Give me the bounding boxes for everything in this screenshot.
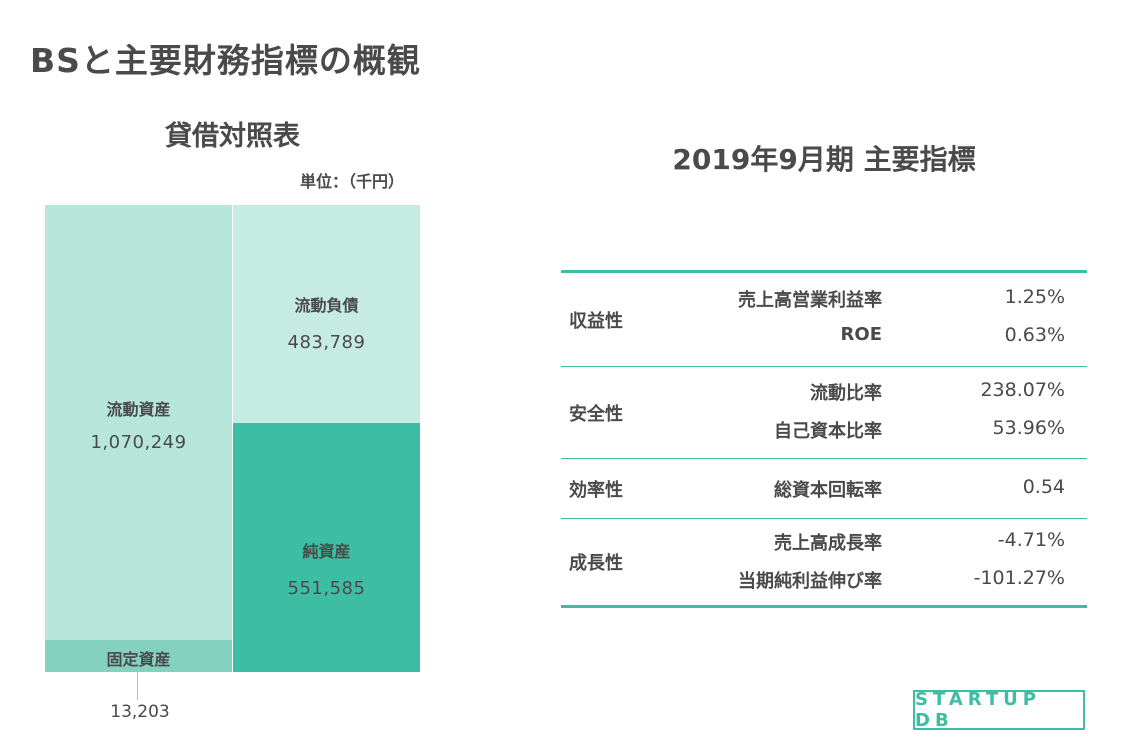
kpi-value: -4.71% [997, 528, 1065, 551]
net-assets-value: 551,585 [287, 577, 366, 599]
page-title: BSと主要財務指標の概観 [30, 41, 421, 80]
current-liabilities-label: 流動負債 [294, 296, 359, 316]
kpi-row: ROE 0.63% [561, 324, 1087, 354]
kpi-name: 自己資本比率 [774, 421, 882, 442]
kpi-name: ROE [840, 323, 882, 345]
net-assets-label: 純資産 [302, 541, 351, 561]
kpi-category: 成長性 [569, 553, 623, 574]
current-assets-value: 1,070,249 [90, 432, 187, 454]
kpi-row: 当期純利益伸び率 -101.27% [561, 567, 1087, 597]
kpi-name: 流動比率 [810, 383, 882, 404]
kpi-name: 売上高成長率 [774, 532, 882, 554]
kpi-value: 0.63% [1004, 323, 1065, 346]
block-current-liabilities: 流動負債 483,789 [233, 205, 420, 424]
kpi-group-efficiency: 効率性 総資本回転率 0.54 [561, 458, 1087, 518]
kpi-row: 流動比率 238.07% [561, 379, 1087, 409]
kpi-category: 収益性 [569, 310, 623, 332]
current-assets-label: 流動資産 [106, 400, 171, 420]
kpi-value: -101.27% [973, 566, 1065, 589]
kpi-title: 2019年9月期 主要指標 [672, 143, 976, 176]
kpi-row: 総資本回転率 0.54 [561, 476, 1087, 506]
block-current-assets: 流動資産 1,070,249 [45, 205, 232, 640]
current-liabilities-value: 483,789 [287, 332, 366, 354]
kpi-group-growth: 成長性 売上高成長率 -4.71% 当期純利益伸び率 -101.27% [561, 518, 1087, 605]
kpi-table: 収益性 売上高営業利益率 1.25% ROE 0.63% 安全性 流動比率 23… [561, 270, 1087, 608]
kpi-group-profitability: 収益性 売上高営業利益率 1.25% ROE 0.63% [561, 273, 1087, 366]
kpi-group-safety: 安全性 流動比率 238.07% 自己資本比率 53.96% [561, 366, 1087, 458]
kpi-value: 238.07% [980, 379, 1065, 401]
fixed-assets-label: 固定資産 [106, 650, 171, 669]
kpi-value: 53.96% [992, 417, 1065, 439]
kpi-name: 総資本回転率 [774, 480, 882, 501]
startup-db-logo: STARTUP DB [913, 689, 1085, 731]
fixed-assets-callout-line [137, 672, 138, 700]
balance-sheet-title: 貸借対照表 [165, 121, 300, 152]
kpi-row: 売上高営業利益率 1.25% [561, 286, 1087, 316]
kpi-value: 0.54 [1022, 476, 1065, 498]
kpi-category: 安全性 [569, 403, 623, 425]
kpi-name: 売上高営業利益率 [738, 289, 882, 311]
kpi-row: 自己資本比率 53.96% [561, 417, 1087, 447]
kpi-name: 当期純利益伸び率 [738, 570, 882, 592]
block-fixed-assets: 固定資産 [45, 640, 232, 672]
block-net-assets: 純資産 551,585 [233, 423, 420, 672]
kpi-row: 売上高成長率 -4.71% [561, 529, 1087, 559]
fixed-assets-value: 13,203 [110, 702, 170, 722]
kpi-value: 1.25% [1004, 285, 1065, 308]
unit-label: 単位：（千円） [300, 172, 405, 191]
kpi-category: 効率性 [569, 479, 623, 501]
